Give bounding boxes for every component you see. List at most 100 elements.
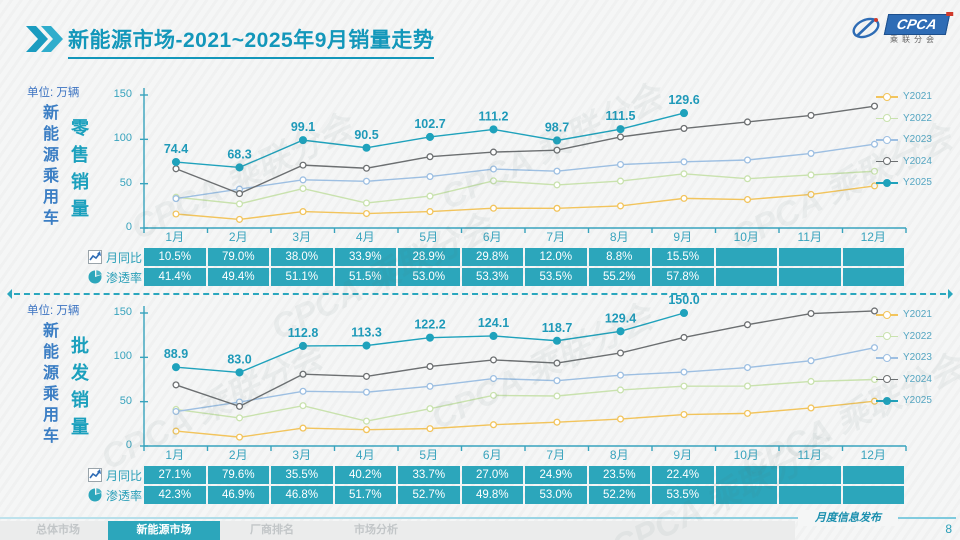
double-chevron-icon (26, 26, 63, 52)
data-point-Y2024 (870, 102, 879, 110)
month-label: 9月 (673, 448, 693, 462)
data-point-Y2022 (362, 417, 371, 425)
data-point-Y2021 (426, 208, 434, 216)
data-point-Y2021 (362, 426, 371, 434)
data-point-Y2024 (870, 307, 879, 315)
legend-label: Y2025 (903, 395, 932, 407)
data-point-Y2021 (870, 182, 879, 190)
data-point-Y2021 (235, 433, 244, 441)
y-axis: 0 50 100 150 (94, 290, 132, 455)
data-point-Y2024 (553, 359, 561, 367)
table-cell (715, 248, 777, 266)
legend-marker-dot (883, 157, 891, 166)
month-label: 2月 (228, 230, 248, 244)
table-cell: 79.0% (207, 248, 269, 266)
tab-overall-market[interactable]: 总体市场 (36, 524, 80, 536)
data-point-Y2022 (362, 199, 371, 207)
data-point-Y2021 (172, 210, 180, 218)
data-point-Y2024 (680, 333, 688, 342)
legend-item: Y2025 (876, 172, 958, 194)
data-point-Y2023 (743, 156, 752, 164)
data-label: 111.5 (606, 109, 636, 123)
series-line-Y2023 (175, 346, 875, 413)
data-point-Y2022 (807, 171, 815, 179)
month-label: 1月 (165, 448, 185, 462)
legend-marker-dot (883, 353, 891, 362)
data-point-Y2021 (616, 415, 625, 423)
legend-label: Y2023 (903, 352, 932, 364)
row-label-text: 渗透率 (105, 270, 142, 285)
table-cell: 12.0% (525, 248, 587, 266)
legend-item: Y2022 (876, 108, 958, 130)
data-point-Y2023 (553, 167, 561, 175)
table-cell: 79.6% (207, 466, 269, 484)
month-label: 3月 (292, 230, 312, 244)
legend-label: Y2025 (903, 177, 932, 189)
row-label-penetration: 渗透率 (56, 486, 142, 504)
y-axis-tick-label: 100 (113, 132, 132, 145)
row-label-yoy: 月同比 (56, 248, 142, 266)
legend-item: Y2023 (876, 129, 958, 151)
month-label: 11月 (797, 448, 822, 462)
data-point-Y2024 (299, 370, 307, 378)
data-point-Y2023 (616, 371, 625, 379)
legend-item: Y2021 (876, 86, 958, 108)
data-label: 150.0 (668, 293, 699, 307)
chart-type-label: 批发销量 (69, 336, 89, 444)
data-point-Y2022 (299, 402, 307, 410)
data-point-Y2022 (743, 382, 752, 390)
legend-label: Y2023 (903, 134, 932, 146)
data-point-Y2022 (235, 200, 244, 208)
data-point-Y2022 (553, 392, 561, 400)
legend-marker-dot (883, 178, 891, 187)
tab-market-analysis[interactable]: 市场分析 (354, 524, 398, 536)
month-label: 5月 (419, 448, 439, 462)
table-cell (715, 486, 777, 504)
data-point-Y2022 (235, 414, 244, 422)
table-cell: 23.5% (588, 466, 650, 484)
legend-item: Y2023 (876, 347, 958, 369)
legend-item: Y2025 (876, 390, 958, 412)
row-label-text: 渗透率 (105, 488, 142, 503)
table-cell: 46.9% (207, 486, 269, 504)
cpca-logo-text: CPCA (883, 14, 950, 35)
penetration-table-row: 42.3% 46.9% 46.8% 51.7% 52.7% 49.8% 53.0% 52.2%… (144, 486, 904, 504)
x-axis-month-labels: 1月 2月 3月 4月 5月 6月 7月 8月 9月 10月 11月 12月 (144, 446, 904, 464)
legend-label: Y2024 (903, 155, 932, 167)
table-cell: 53.3% (461, 268, 523, 286)
wholesale-chart-section: 单位: 万辆 新能源乘用车 批发销量 0 50 100 150 88.9 83.0 112… (0, 290, 960, 506)
data-point-Y2025 (235, 368, 244, 377)
table-cell: 27.0% (461, 466, 523, 484)
data-point-Y2023 (489, 165, 498, 173)
data-point-Y2024 (235, 402, 244, 410)
chart-legend: Y2021 Y2022 Y2023 Y2024 Y2025 (876, 86, 958, 194)
data-point-Y2025 (489, 125, 498, 134)
data-point-Y2024 (172, 381, 180, 389)
table-cell: 10.5% (144, 248, 206, 266)
table-cell: 51.5% (334, 268, 396, 286)
y-axis-tick-label: 150 (113, 306, 132, 318)
tab-oem-ranking[interactable]: 厂商排名 (250, 524, 294, 536)
data-point-Y2024 (807, 111, 815, 119)
table-cell (779, 248, 841, 266)
legend-label: Y2021 (903, 91, 932, 103)
data-point-Y2022 (870, 167, 879, 175)
retail-chart-section: 单位: 万辆 新能源乘用车 零售销量 0 50 100 150 74.4 68.3 99.… (0, 72, 960, 288)
data-point-Y2024 (172, 165, 180, 173)
line-chart-icon (87, 250, 102, 264)
tab-nev-market[interactable]: 新能源市场 (108, 521, 220, 540)
chart-legend: Y2021 Y2022 Y2023 Y2024 Y2025 (876, 304, 958, 412)
data-point-Y2025 (235, 163, 244, 172)
table-cell (842, 486, 904, 504)
table-cell: 52.2% (588, 486, 650, 504)
table-cell: 53.5% (652, 486, 714, 504)
data-point-Y2021 (743, 409, 752, 417)
table-cell: 40.2% (334, 466, 396, 484)
data-point-Y2025 (679, 308, 689, 318)
month-label: 12月 (860, 230, 886, 244)
data-point-Y2021 (426, 425, 434, 433)
y-axis-tick-label: 0 (125, 221, 132, 233)
data-point-Y2023 (172, 407, 180, 416)
data-label: 68.3 (227, 147, 251, 161)
table-cell: 27.1% (144, 466, 206, 484)
